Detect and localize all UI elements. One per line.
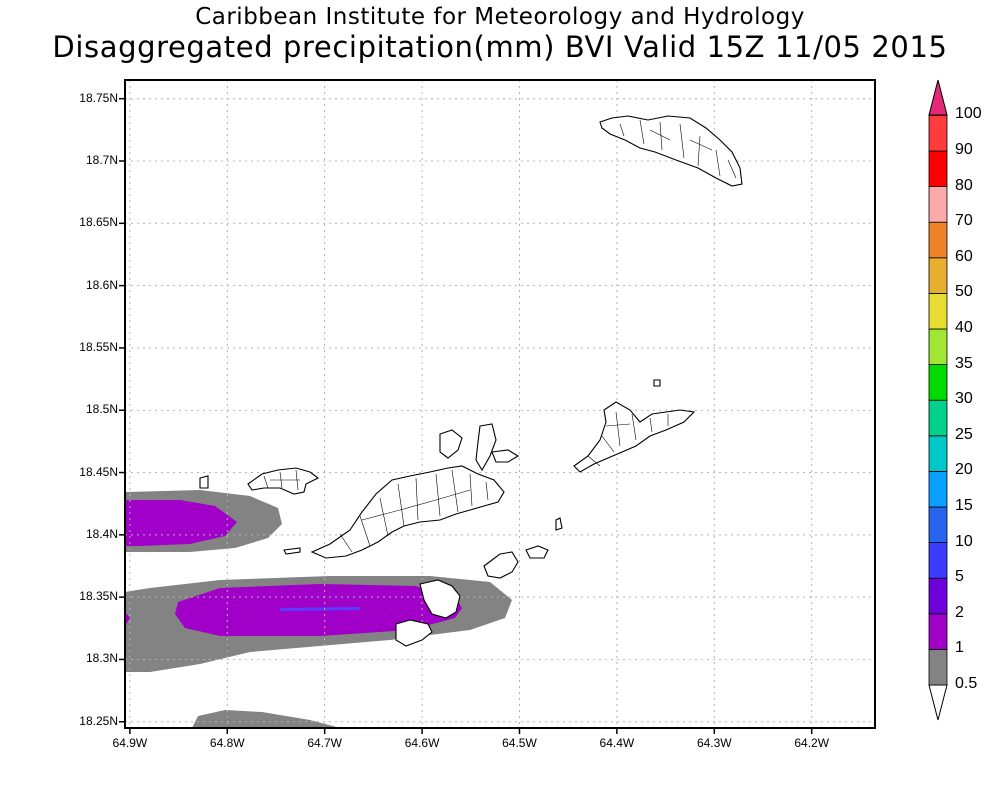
lon-label: 64.5W — [502, 736, 537, 750]
island-ginger — [525, 545, 549, 559]
colorbar-box — [928, 470, 948, 508]
lat-label: 18.25N — [79, 713, 118, 728]
colorbar — [928, 79, 948, 721]
lon-label: 64.4W — [599, 736, 635, 750]
island-tortola — [310, 465, 505, 559]
colorbar-low-arrow — [928, 684, 948, 721]
boundary-lines-virgin-gorda — [587, 411, 669, 467]
colorbar-box — [928, 115, 948, 152]
colorbar-box — [928, 150, 948, 187]
colorbar-box — [928, 292, 948, 330]
lat-label: 18.75N — [79, 90, 118, 105]
title-institute: Caribbean Institute for Meteorology and … — [195, 4, 805, 30]
island-cooper-salt — [483, 551, 519, 579]
lat-label: 18.6N — [85, 277, 118, 292]
island-guana — [475, 423, 497, 472]
colorbar-box — [928, 613, 948, 650]
colorbar-level-label: 40 — [955, 319, 973, 336]
island-small-west — [199, 475, 209, 489]
colorbar-level-label: 2 — [955, 603, 964, 621]
colorbar-level-label: 25 — [955, 425, 973, 443]
lon-label: 64.7W — [307, 736, 343, 750]
precip-purple-edge — [125, 612, 130, 626]
island-small-tortola-west — [283, 547, 301, 555]
island-beef — [439, 429, 463, 459]
island-eustatia — [653, 379, 661, 387]
colorbar-box — [928, 506, 948, 543]
gridlines — [125, 80, 875, 728]
colorbar-box — [928, 542, 948, 579]
lat-label: 18.55N — [79, 339, 118, 354]
title-product: Disaggregated precipitation(mm) BVI Vali… — [52, 30, 948, 64]
colorbar-box — [928, 577, 948, 615]
colorbar-level-label: 0.5 — [955, 675, 978, 692]
colorbar-level-label: 15 — [955, 497, 973, 514]
coastlines — [199, 115, 743, 647]
island-norman-peter — [419, 579, 461, 619]
colorbar-level-label: 20 — [955, 461, 973, 479]
island-jost-van-dyke — [247, 467, 320, 495]
map-frame — [124, 79, 876, 729]
colorbar-box — [928, 328, 948, 365]
colorbar-box — [928, 221, 948, 259]
colorbar-level-label: 60 — [955, 247, 973, 265]
island-virgin-gorda — [573, 401, 696, 473]
colorbar-box — [928, 399, 948, 437]
colorbar-level-label: 90 — [955, 141, 973, 158]
lat-label: 18.7N — [85, 153, 118, 167]
colorbar-level-label: 50 — [955, 283, 973, 301]
island-st-john-edge — [395, 619, 433, 647]
lat-label: 18.45N — [79, 464, 118, 479]
colorbar-level-label: 30 — [955, 390, 973, 408]
lat-label: 18.5N — [85, 402, 118, 417]
boundary-lines-jvd — [263, 469, 300, 491]
lon-label: 64.9W — [112, 736, 148, 750]
precip-blue-core — [280, 607, 360, 611]
island-anegada — [599, 115, 743, 187]
island-fallen-jerusalem — [555, 517, 563, 531]
colorbar-level-label: 1 — [955, 639, 964, 657]
colorbar-box — [928, 186, 948, 223]
colorbar-level-label: 80 — [955, 176, 973, 194]
island-great-camanoe — [491, 449, 520, 463]
lon-label: 64.8W — [209, 736, 245, 750]
precip-gray-south — [192, 710, 341, 728]
lon-label: 64.6W — [404, 736, 440, 750]
colorbar-high-arrow — [928, 79, 948, 116]
boundary-lines-anegada — [619, 119, 737, 179]
lat-label: 18.65N — [79, 215, 118, 230]
lon-label: 64.2W — [794, 736, 830, 750]
admin-boundaries — [263, 119, 737, 553]
colorbar-level-label: 35 — [955, 354, 973, 372]
lat-label: 18.4N — [85, 526, 118, 541]
colorbar-box — [928, 435, 948, 472]
axis-ticks — [119, 97, 813, 734]
lat-label: 18.35N — [79, 589, 118, 604]
lat-label: 18.3N — [85, 651, 118, 666]
colorbar-box — [928, 649, 948, 686]
colorbar-level-label: 100 — [955, 105, 982, 123]
boundary-lines-tortola — [339, 469, 489, 553]
colorbar-level-label: 10 — [955, 532, 973, 550]
lon-label: 64.3W — [696, 736, 732, 750]
colorbar-box — [928, 257, 948, 294]
colorbar-level-label: 5 — [955, 568, 964, 586]
colorbar-box — [928, 364, 948, 401]
colorbar-level-label: 70 — [955, 212, 973, 230]
